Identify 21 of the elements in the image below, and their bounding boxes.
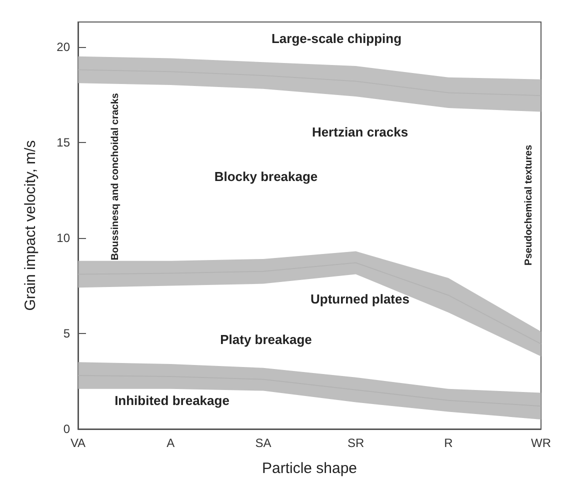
x-tick-label: SR bbox=[347, 436, 364, 450]
annotation: Boussinesq and conchoidal cracks bbox=[110, 92, 122, 260]
y-tick-label: 0 bbox=[63, 422, 70, 436]
annotation: Inhibited breakage bbox=[114, 393, 230, 408]
y-tick-label: 20 bbox=[56, 40, 70, 54]
annotation: Platy breakage bbox=[220, 332, 312, 347]
annotation: Hertzian cracks bbox=[312, 124, 408, 140]
annotation: Pseudochemical textures bbox=[524, 144, 535, 266]
y-tick-label: 5 bbox=[63, 326, 70, 340]
x-tick-label: SA bbox=[255, 436, 272, 450]
y-tick-label: 15 bbox=[56, 135, 70, 150]
y-axis-title: Grain impact velocity, m/s bbox=[22, 140, 39, 311]
x-axis-title: Particle shape bbox=[262, 460, 358, 477]
x-tick-label: A bbox=[166, 436, 175, 450]
annotation: Large-scale chipping bbox=[271, 30, 402, 46]
x-tick-label: R bbox=[444, 436, 454, 450]
annotation: Upturned plates bbox=[310, 291, 410, 306]
x-tick-label: VA bbox=[70, 436, 86, 450]
x-tick-label: WR bbox=[531, 436, 552, 450]
y-tick-label: 10 bbox=[56, 230, 70, 245]
annotation: Blocky breakage bbox=[214, 169, 318, 184]
